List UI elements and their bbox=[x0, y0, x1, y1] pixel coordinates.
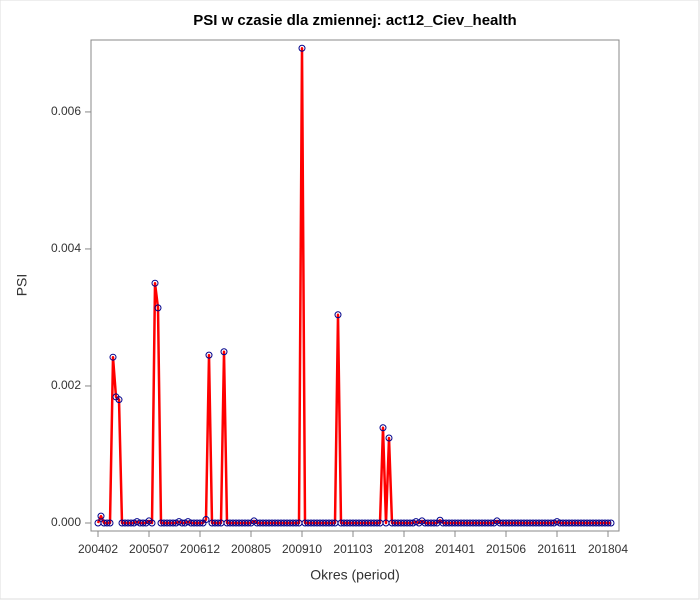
marker bbox=[430, 519, 438, 527]
marker bbox=[373, 519, 381, 527]
marker bbox=[196, 519, 204, 527]
marker bbox=[334, 311, 342, 319]
x-tick-label: 200402 bbox=[78, 542, 118, 556]
marker bbox=[115, 396, 123, 404]
y-axis-label: PSI bbox=[14, 274, 30, 297]
x-tick-label: 201401 bbox=[435, 542, 475, 556]
marker bbox=[604, 519, 612, 527]
x-tick-label: 201506 bbox=[486, 542, 526, 556]
y-tick-label: 0.004 bbox=[51, 241, 81, 255]
y-tick-label: 0.006 bbox=[51, 104, 81, 118]
chart-title: PSI w czasie dla zmiennej: act12_Ciev_he… bbox=[193, 12, 516, 29]
x-axis-label: Okres (period) bbox=[310, 567, 399, 583]
x-tick-label: 201804 bbox=[588, 542, 628, 556]
marker bbox=[202, 516, 210, 524]
marker bbox=[244, 519, 252, 527]
marker bbox=[328, 519, 336, 527]
x-tick-label: 200507 bbox=[129, 542, 169, 556]
marker bbox=[385, 434, 393, 442]
marker bbox=[487, 519, 495, 527]
line bbox=[96, 46, 611, 525]
marker bbox=[97, 512, 105, 520]
y-tick-label: 0.002 bbox=[51, 378, 81, 392]
x-tick-label: 201611 bbox=[537, 542, 576, 556]
marker bbox=[151, 279, 159, 287]
marker bbox=[379, 424, 387, 432]
x-tick-label: 200612 bbox=[180, 542, 220, 556]
x-tick-label: 200910 bbox=[282, 542, 322, 556]
marker bbox=[214, 519, 222, 527]
marker bbox=[148, 519, 156, 527]
x-tick-label: 200805 bbox=[231, 542, 271, 556]
marker bbox=[139, 519, 147, 527]
marker bbox=[154, 304, 162, 312]
marker bbox=[109, 353, 117, 361]
marker bbox=[106, 519, 114, 527]
y-tick-label: 0.000 bbox=[51, 515, 81, 529]
plot-frame bbox=[90, 39, 620, 532]
marker bbox=[205, 351, 213, 359]
x-tick-label: 201208 bbox=[384, 542, 424, 556]
marker bbox=[220, 348, 228, 356]
marker bbox=[298, 44, 306, 52]
x-tick-label: 201103 bbox=[333, 542, 372, 556]
marker bbox=[103, 519, 111, 527]
marker bbox=[607, 519, 615, 527]
marker bbox=[292, 519, 300, 527]
